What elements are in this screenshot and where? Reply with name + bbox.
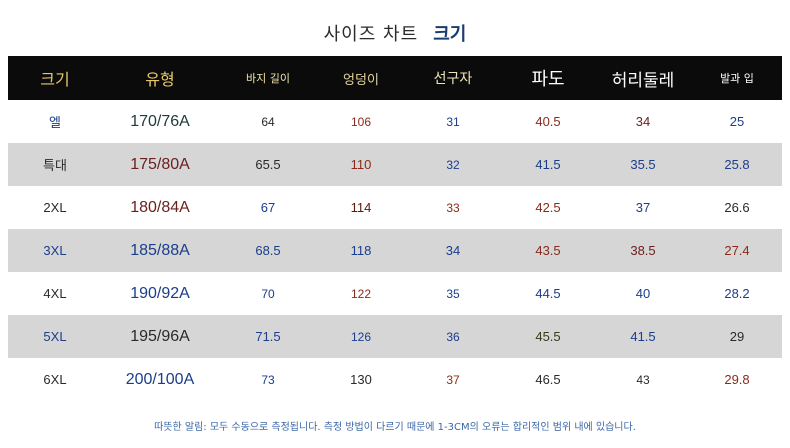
cell-type: 200/100A bbox=[125, 370, 195, 388]
cell-thigh: 40.5 bbox=[535, 114, 561, 129]
table-row: 2XL 180/84A 67 114 33 42.5 37 26.6 bbox=[8, 186, 782, 229]
cell-type: 190/92A bbox=[130, 284, 190, 302]
cell-rise: 36 bbox=[404, 315, 502, 358]
cell-size: 엘 bbox=[49, 115, 61, 130]
cell-rise: 32 bbox=[404, 143, 502, 186]
size-table: 크기 유형 바지 길이 엉덩이 선구자 파도 허리둘레 발과 입 엘 170/7… bbox=[8, 56, 782, 401]
cell-rise: 33 bbox=[446, 200, 460, 215]
cell-hip: 126 bbox=[318, 315, 404, 358]
title-main: 사이즈 차트 bbox=[323, 24, 419, 45]
cell-pants-length: 64 bbox=[261, 114, 275, 129]
cell-size: 2XL bbox=[43, 200, 67, 215]
table-row: 엘 170/76A 64 106 31 40.5 34 25 bbox=[8, 100, 782, 143]
cell-hip: 110 bbox=[318, 143, 404, 186]
cell-pants-length: 73 bbox=[261, 372, 275, 387]
cell-size: 4XL bbox=[43, 286, 67, 301]
header-type: 유형 bbox=[102, 56, 218, 100]
cell-hem: 27.4 bbox=[692, 229, 782, 272]
cell-waist: 35.5 bbox=[594, 143, 692, 186]
cell-hem: 28.2 bbox=[724, 286, 750, 301]
cell-rise: 37 bbox=[446, 372, 460, 387]
cell-size: 5XL bbox=[8, 315, 102, 358]
cell-hip: 118 bbox=[318, 229, 404, 272]
cell-rise: 34 bbox=[404, 229, 502, 272]
cell-rise: 35 bbox=[446, 286, 460, 301]
cell-hem: 25 bbox=[729, 114, 745, 129]
cell-hem: 29.8 bbox=[724, 372, 750, 387]
table-row: 3XL 185/88A 68.5 118 34 43.5 38.5 27.4 bbox=[8, 229, 782, 272]
cell-pants-length: 67 bbox=[260, 200, 276, 215]
cell-thigh: 41.5 bbox=[502, 143, 594, 186]
cell-pants-length: 68.5 bbox=[218, 229, 318, 272]
cell-type: 195/96A bbox=[102, 315, 218, 358]
header-thigh: 파도 bbox=[502, 56, 594, 100]
cell-waist: 40 bbox=[635, 286, 651, 301]
cell-waist: 41.5 bbox=[594, 315, 692, 358]
cell-type: 180/84A bbox=[130, 198, 190, 216]
cell-rise: 31 bbox=[446, 114, 460, 129]
header-row: 크기 유형 바지 길이 엉덩이 선구자 파도 허리둘레 발과 입 bbox=[8, 56, 782, 100]
cell-waist: 38.5 bbox=[594, 229, 692, 272]
header-rise: 선구자 bbox=[404, 56, 502, 100]
cell-waist: 43 bbox=[636, 372, 650, 387]
cell-size: 특대 bbox=[8, 143, 102, 186]
cell-hem: 25.8 bbox=[692, 143, 782, 186]
cell-waist: 37 bbox=[635, 200, 651, 215]
table-row: 특대 175/80A 65.5 110 32 41.5 35.5 25.8 bbox=[8, 143, 782, 186]
cell-pants-length: 70 bbox=[261, 286, 275, 301]
cell-thigh: 43.5 bbox=[502, 229, 594, 272]
cell-pants-length: 65.5 bbox=[218, 143, 318, 186]
cell-type: 185/88A bbox=[102, 229, 218, 272]
cell-thigh: 44.5 bbox=[535, 286, 561, 301]
cell-size: 6XL bbox=[43, 372, 67, 387]
table-row: 5XL 195/96A 71.5 126 36 45.5 41.5 29 bbox=[8, 315, 782, 358]
cell-waist: 34 bbox=[635, 114, 651, 129]
table-row: 6XL 200/100A 73 130 37 46.5 43 29.8 bbox=[8, 358, 782, 401]
cell-thigh: 45.5 bbox=[502, 315, 594, 358]
header-hem: 발과 입 bbox=[692, 56, 782, 100]
cell-hem: 26.6 bbox=[724, 200, 750, 215]
cell-hip: 114 bbox=[350, 200, 372, 215]
cell-hip: 106 bbox=[350, 114, 372, 129]
cell-size: 3XL bbox=[8, 229, 102, 272]
cell-hem: 29 bbox=[692, 315, 782, 358]
chart-title: 사이즈 차트 크기 bbox=[0, 20, 790, 46]
cell-type: 175/80A bbox=[102, 143, 218, 186]
cell-pants-length: 71.5 bbox=[218, 315, 318, 358]
header-pants-length: 바지 길이 bbox=[218, 56, 318, 100]
header-hip: 엉덩이 bbox=[318, 56, 404, 100]
cell-hip: 130 bbox=[350, 372, 372, 387]
measurement-note: 따뜻한 알림: 모두 수동으로 측정됩니다. 측정 방법이 다르기 때문에 1-… bbox=[154, 422, 636, 433]
header-size: 크기 bbox=[8, 56, 102, 100]
cell-thigh: 46.5 bbox=[535, 372, 561, 387]
cell-thigh: 42.5 bbox=[535, 200, 561, 215]
header-waist: 허리둘레 bbox=[594, 56, 692, 100]
cell-hip: 122 bbox=[350, 286, 372, 301]
title-sub: 크기 bbox=[433, 24, 467, 45]
cell-type: 170/76A bbox=[130, 112, 190, 130]
table-row: 4XL 190/92A 70 122 35 44.5 40 28.2 bbox=[8, 272, 782, 315]
